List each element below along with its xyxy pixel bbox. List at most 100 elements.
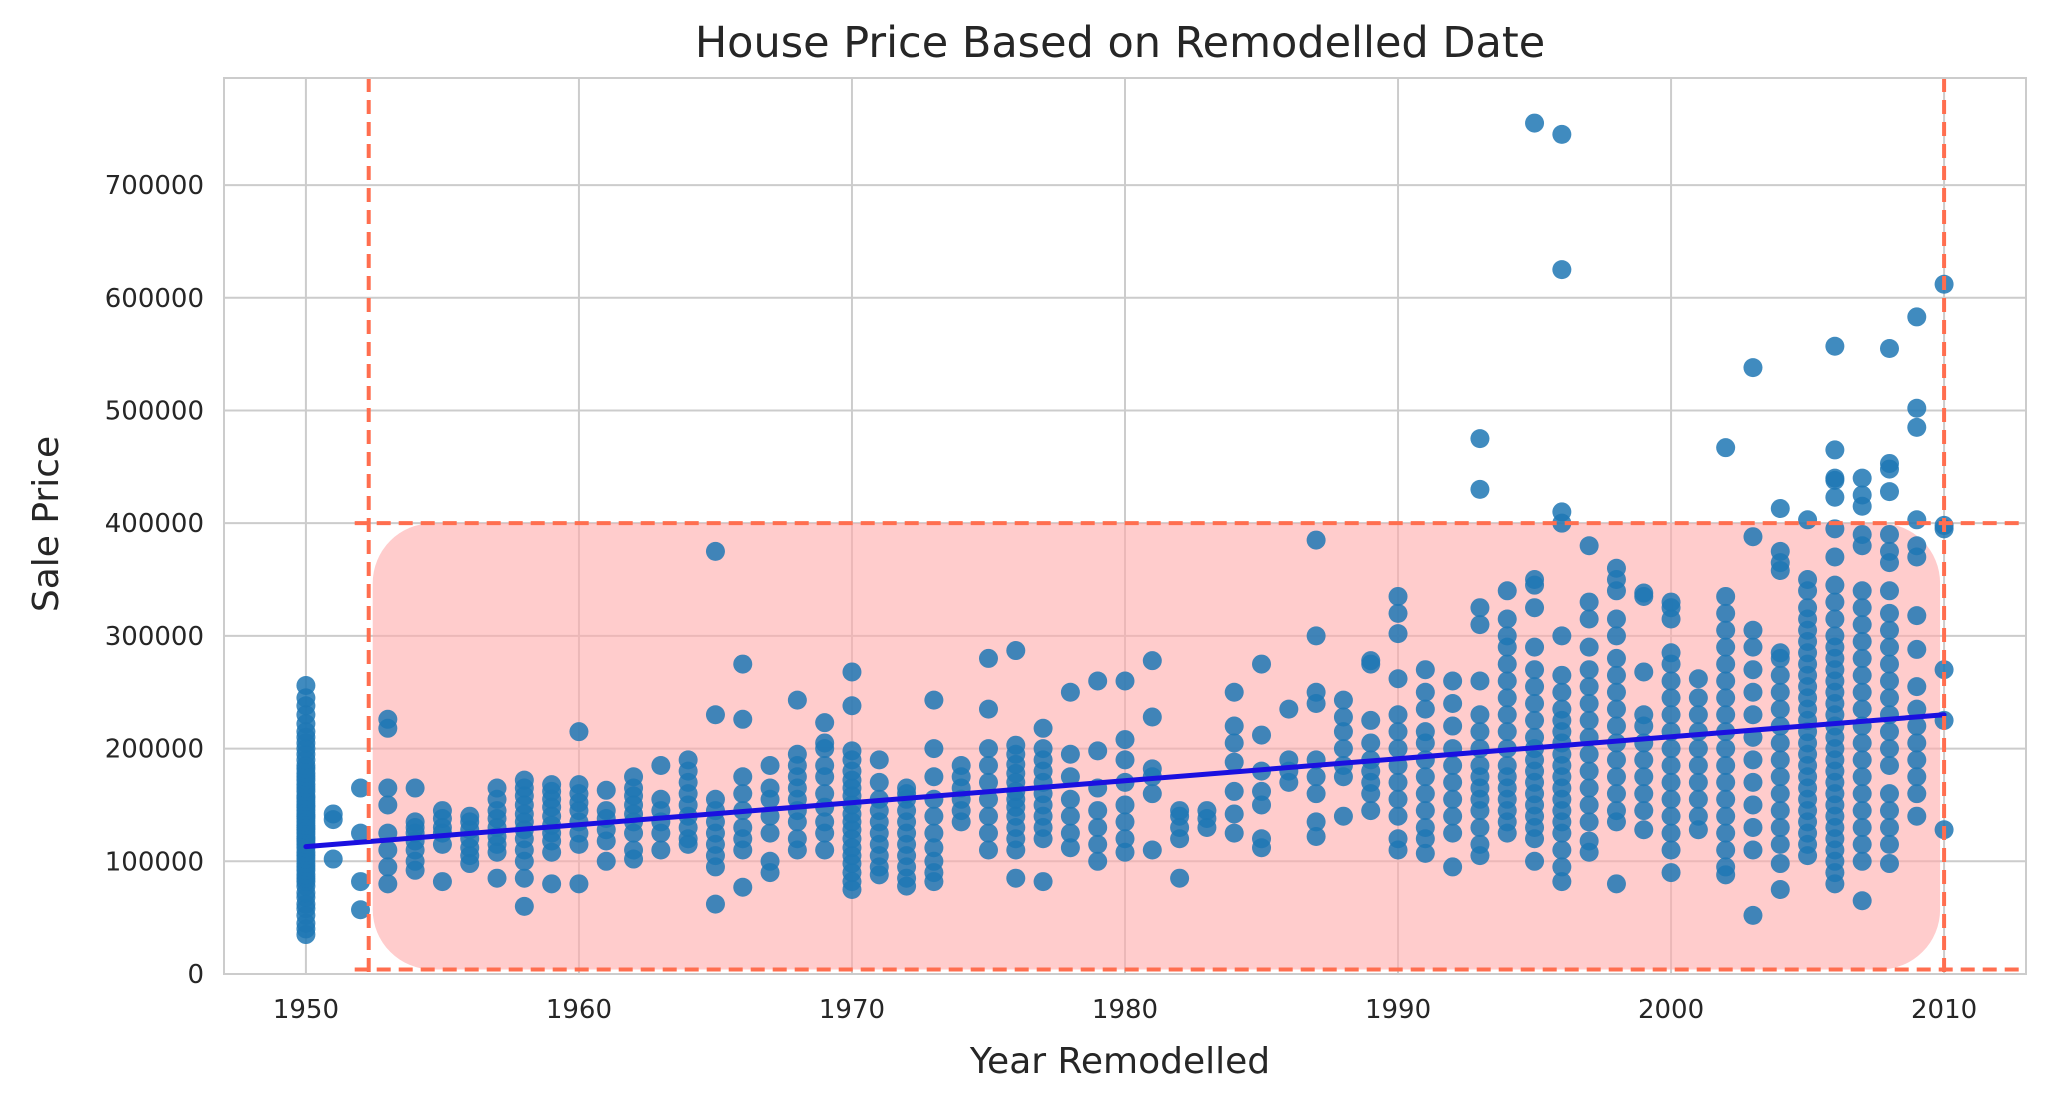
data-point: [1470, 671, 1490, 691]
data-point: [1634, 767, 1654, 787]
data-point: [1333, 739, 1353, 759]
data-point: [1770, 699, 1790, 719]
data-point: [542, 775, 562, 795]
data-point: [1688, 669, 1708, 689]
data-point: [1470, 598, 1490, 618]
data-point: [897, 778, 917, 798]
data-point: [1907, 417, 1927, 437]
data-point: [1634, 801, 1654, 821]
data-point: [378, 840, 398, 860]
data-point: [1825, 547, 1845, 567]
data-point: [1170, 868, 1190, 888]
x-axis-ticks: 1950 1960 1970 1980 1990 2000 2010: [273, 995, 1977, 1025]
data-point: [1606, 609, 1626, 629]
regression-line-group: [303, 712, 1947, 850]
data-point: [1006, 868, 1026, 888]
data-point: [1579, 710, 1599, 730]
data-point: [1852, 524, 1872, 544]
data-point: [978, 823, 998, 843]
data-point: [1907, 510, 1927, 530]
data-point: [1661, 823, 1681, 843]
data-point: [1907, 767, 1927, 787]
data-point: [1497, 581, 1517, 601]
data-point: [1907, 784, 1927, 804]
data-point: [432, 801, 452, 821]
data-point: [1716, 586, 1736, 606]
data-point: [1716, 671, 1736, 691]
data-point: [1825, 609, 1845, 629]
data-point: [1552, 502, 1572, 522]
data-point: [487, 868, 507, 888]
data-point: [1852, 851, 1872, 871]
data-point: [1060, 806, 1080, 826]
data-point: [596, 851, 616, 871]
data-point: [1606, 716, 1626, 736]
data-point: [1852, 784, 1872, 804]
data-point: [1497, 626, 1517, 646]
data-point: [1552, 857, 1572, 877]
data-point: [1088, 834, 1108, 854]
data-point: [1879, 541, 1899, 561]
data-point: [1470, 479, 1490, 499]
data-point: [1852, 817, 1872, 837]
data-point: [1333, 806, 1353, 826]
data-point: [1634, 784, 1654, 804]
data-point: [1443, 772, 1463, 792]
data-point: [1443, 857, 1463, 877]
data-point: [651, 840, 671, 860]
data-point: [378, 709, 398, 729]
data-point: [1879, 637, 1899, 657]
data-point: [1333, 690, 1353, 710]
data-point: [1634, 750, 1654, 770]
data-point: [1879, 854, 1899, 874]
data-point: [1142, 707, 1162, 727]
data-point: [1798, 598, 1818, 618]
data-point: [1224, 682, 1244, 702]
data-point: [651, 789, 671, 809]
data-point: [1661, 739, 1681, 759]
data-point: [1907, 750, 1927, 770]
data-point: [978, 648, 998, 668]
data-point: [1579, 592, 1599, 612]
data-point: [624, 840, 644, 860]
data-point: [1579, 536, 1599, 556]
data-point: [1579, 694, 1599, 714]
data-point: [733, 767, 753, 787]
data-point: [1879, 671, 1899, 691]
y-axis-title: Sale Price: [26, 436, 67, 612]
data-point: [924, 789, 944, 809]
data-point: [1716, 857, 1736, 877]
data-point: [978, 699, 998, 719]
data-point: [351, 900, 371, 920]
data-point: [1579, 660, 1599, 680]
data-point: [1770, 801, 1790, 821]
data-point: [1661, 772, 1681, 792]
data-point: [1716, 438, 1736, 458]
data-point: [1552, 626, 1572, 646]
data-point: [842, 662, 862, 682]
data-point: [815, 840, 835, 860]
data-point: [596, 780, 616, 800]
data-point: [924, 823, 944, 843]
data-point: [1252, 654, 1272, 674]
data-point: [1060, 789, 1080, 809]
data-point: [1415, 817, 1435, 837]
data-point: [1115, 795, 1135, 815]
data-point: [351, 778, 371, 798]
data-point: [1661, 705, 1681, 725]
data-point: [815, 755, 835, 775]
data-point: [1579, 778, 1599, 798]
data-point: [1825, 487, 1845, 507]
data-point: [569, 775, 589, 795]
data-point: [1525, 677, 1545, 697]
data-point: [1743, 527, 1763, 547]
data-point: [815, 713, 835, 733]
data-point: [1497, 688, 1517, 708]
data-point: [1279, 750, 1299, 770]
data-point: [1415, 722, 1435, 742]
data-point: [1852, 682, 1872, 702]
data-point: [705, 894, 725, 914]
axes-spines: [223, 77, 2027, 975]
data-point: [760, 755, 780, 775]
data-point: [1552, 260, 1572, 280]
